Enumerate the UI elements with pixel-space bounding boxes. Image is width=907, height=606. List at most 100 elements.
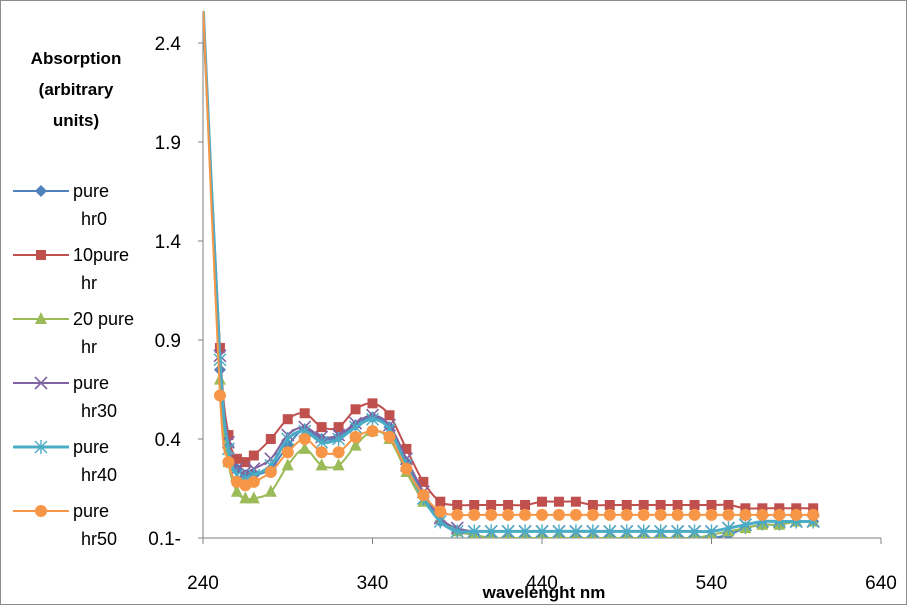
data-point	[384, 410, 395, 421]
data-point	[450, 524, 464, 538]
data-point	[688, 524, 702, 538]
data-point	[774, 503, 785, 514]
series-20-pure-hr	[203, 11, 820, 538]
data-point	[248, 450, 259, 461]
data-point	[808, 503, 819, 514]
data-point	[569, 508, 582, 521]
x-tick-label: 240	[187, 573, 219, 594]
legend-label: hr	[81, 337, 97, 357]
series-line	[203, 11, 814, 534]
legend-item: pure hr40	[13, 437, 117, 485]
data-point	[637, 524, 651, 538]
legend-item: pure hr30	[13, 373, 117, 421]
data-point	[264, 466, 277, 478]
data-point	[315, 458, 328, 471]
data-point	[264, 484, 277, 497]
data-point	[467, 524, 481, 538]
data-point	[240, 457, 251, 468]
data-point	[638, 500, 649, 510]
data-point	[722, 508, 735, 521]
series-pure-hr30	[203, 11, 820, 538]
data-point	[401, 443, 412, 454]
legend-label: hr0	[81, 209, 107, 229]
x-tick-label: 440	[526, 573, 558, 594]
data-point	[36, 250, 46, 260]
y-tick-label: 1.9	[155, 133, 181, 154]
legend: pure hr0 10pure hr 20 pure hr pure hr30 pure hr40…	[13, 181, 134, 549]
legend-item: pure hr0	[13, 181, 109, 229]
series-line	[203, 11, 814, 533]
legend-label: pure	[73, 437, 109, 457]
data-point	[620, 508, 633, 521]
data-point	[637, 508, 650, 521]
data-point	[586, 508, 599, 521]
data-point	[35, 185, 47, 197]
data-point	[790, 508, 803, 521]
data-point	[569, 524, 583, 538]
data-point	[536, 508, 548, 521]
series-10-pure-hr	[203, 11, 819, 514]
data-point	[688, 508, 701, 521]
data-point	[520, 500, 531, 510]
data-point	[282, 414, 293, 425]
y-tick-label: 0.1-	[148, 529, 181, 550]
legend-label: hr50	[81, 529, 117, 549]
legend-label: pure	[73, 181, 109, 201]
data-point	[620, 524, 634, 538]
x-tick-label: 540	[696, 573, 728, 594]
data-point	[552, 524, 566, 538]
data-point	[537, 496, 547, 507]
y-tick-label: 1.4	[155, 232, 182, 253]
data-point	[332, 432, 346, 446]
data-point	[281, 432, 295, 446]
data-point	[723, 500, 734, 510]
legend-label: 20 pure	[73, 309, 134, 329]
legend-label: pure	[73, 501, 109, 521]
data-point	[671, 508, 684, 521]
data-point	[672, 500, 683, 510]
data-point	[654, 508, 667, 521]
data-point	[231, 453, 242, 464]
legend-item: 20 pure hr	[13, 309, 134, 357]
data-point	[298, 433, 311, 445]
data-point	[739, 508, 752, 521]
data-point	[469, 500, 480, 510]
data-point	[383, 431, 396, 444]
data-point	[740, 503, 751, 514]
axes: 0.1- 0.4 0.9 1.4 1.9 2.4 240 340 440 540 640	[148, 11, 897, 594]
data-point	[519, 508, 532, 521]
data-point	[485, 508, 498, 521]
data-point	[552, 508, 565, 521]
data-point	[34, 440, 48, 454]
y-axis-title: (arbitrary	[39, 80, 114, 99]
data-point	[621, 500, 632, 510]
data-point	[486, 500, 497, 510]
y-tick-label: 0.4	[155, 430, 182, 451]
data-point	[451, 508, 464, 521]
data-point	[247, 475, 260, 488]
data-point	[721, 521, 735, 536]
data-point	[298, 441, 311, 454]
data-point	[34, 376, 48, 390]
data-point	[705, 524, 718, 538]
data-point	[349, 431, 362, 444]
data-point	[706, 500, 717, 510]
data-point	[553, 496, 564, 507]
data-point	[213, 389, 226, 402]
data-point	[35, 312, 47, 324]
data-point	[570, 496, 581, 507]
data-point	[418, 476, 429, 487]
data-point	[435, 496, 446, 507]
series-line	[203, 11, 814, 538]
series-layer	[203, 11, 820, 538]
data-point	[587, 500, 598, 510]
data-point	[332, 446, 345, 459]
legend-item: pure hr50	[13, 501, 117, 549]
data-point	[366, 412, 379, 427]
data-point	[603, 508, 616, 521]
data-point	[350, 404, 361, 415]
data-point	[452, 500, 463, 510]
data-point	[281, 446, 294, 459]
data-point	[807, 508, 820, 521]
